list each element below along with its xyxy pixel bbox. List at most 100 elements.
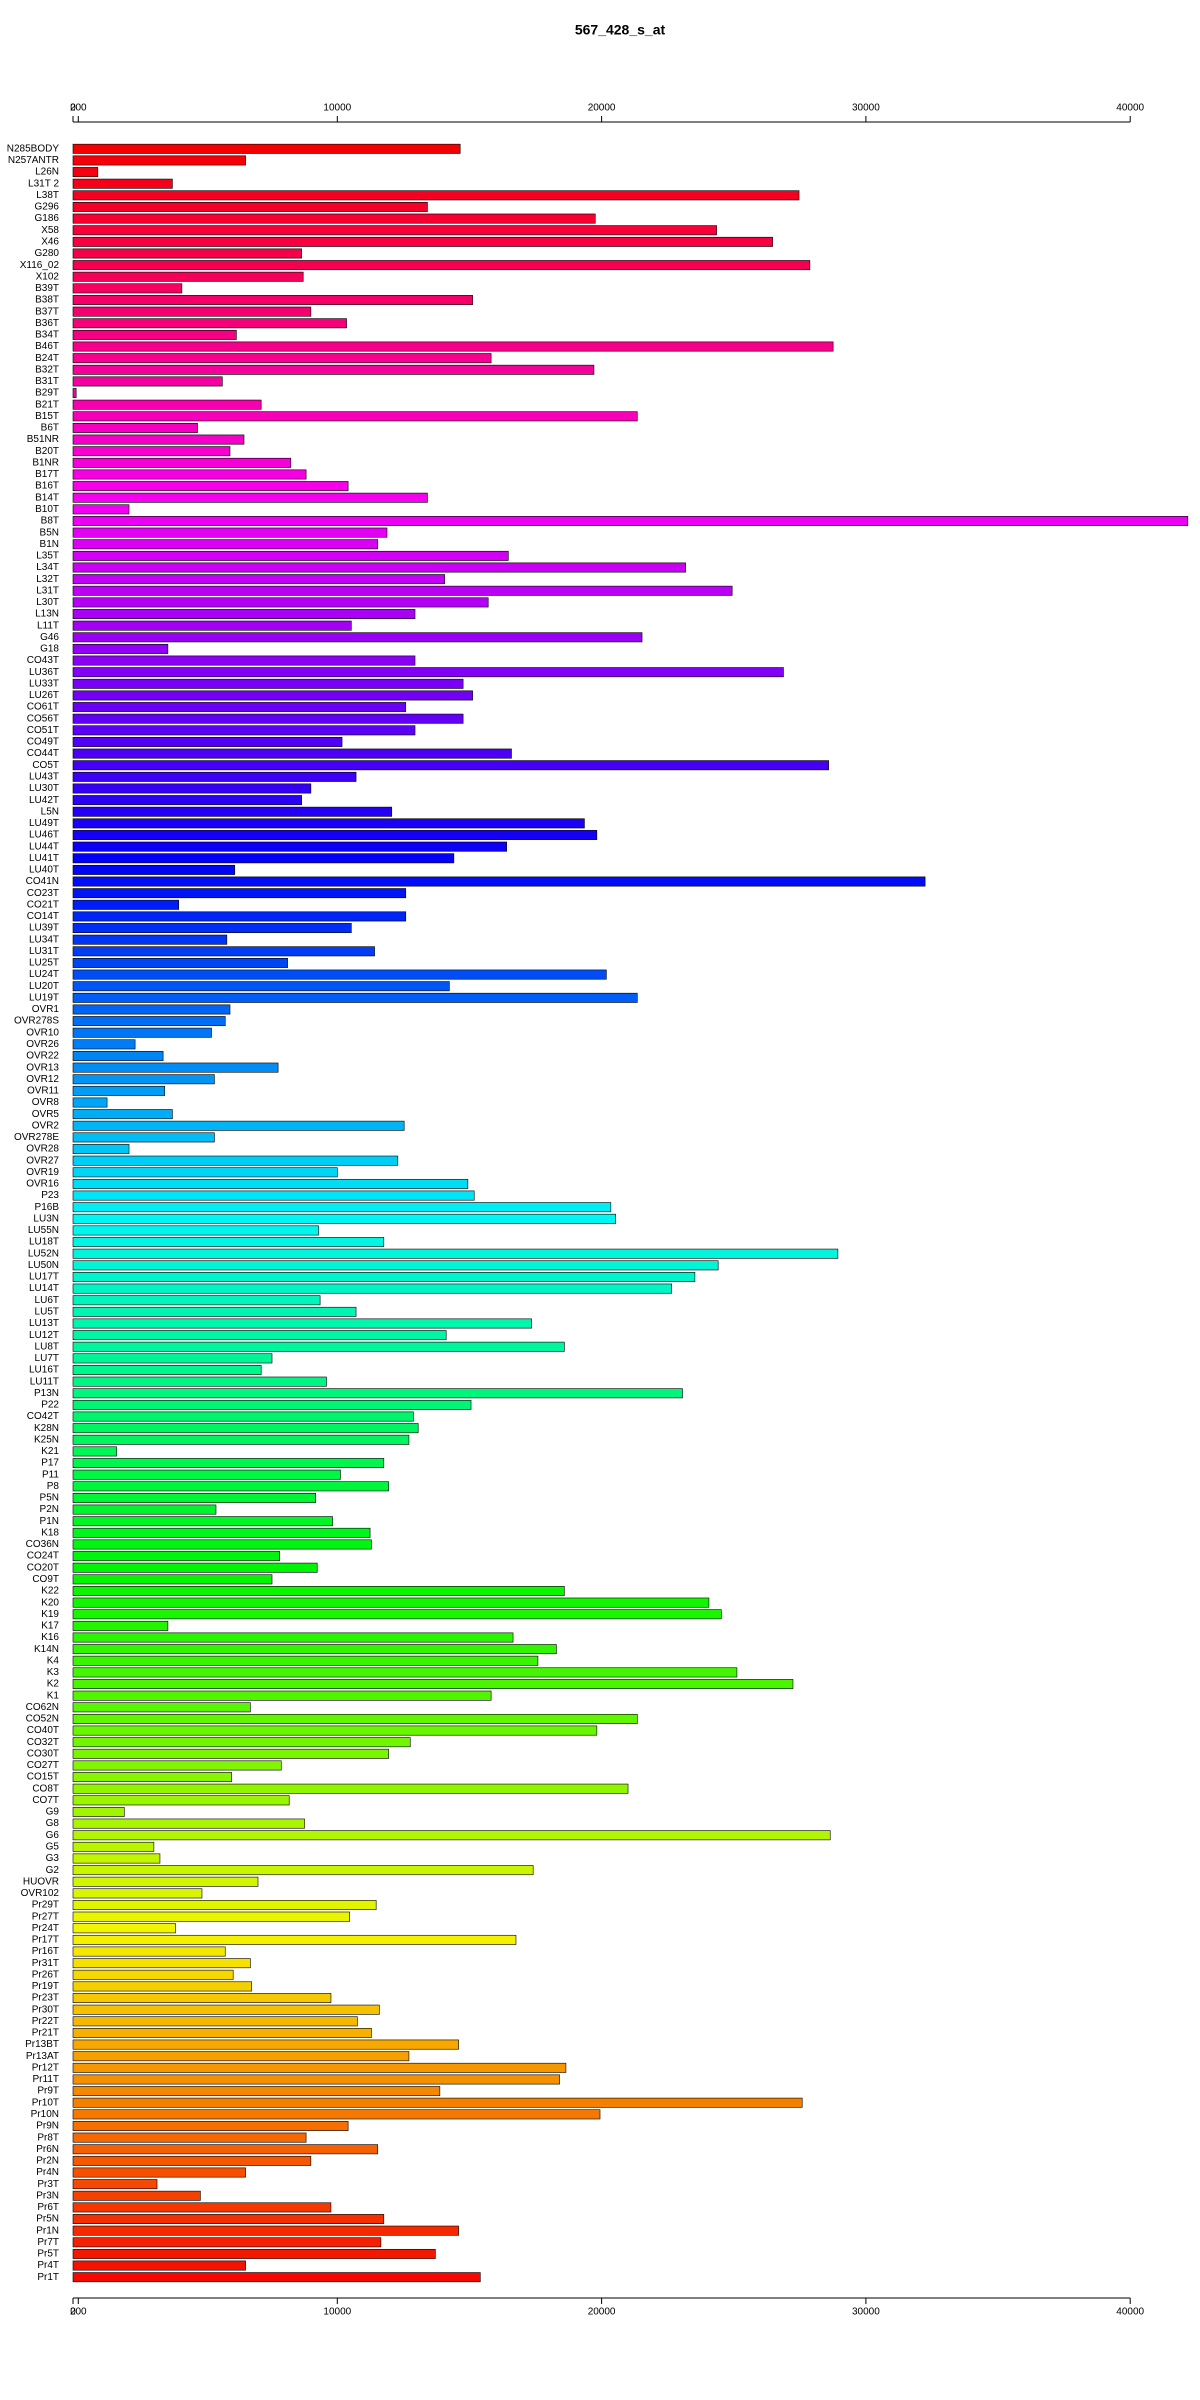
y-tick-label: G280 bbox=[35, 248, 60, 259]
y-tick-label: G5 bbox=[46, 1841, 60, 1852]
y-tick-label: X116_02 bbox=[20, 260, 60, 271]
bar bbox=[72, 2039, 459, 2050]
y-tick-label: B5N bbox=[40, 527, 59, 538]
y-tick-label: G2 bbox=[46, 1865, 60, 1876]
y-tick-label: Pr1T bbox=[37, 2272, 59, 2283]
bar bbox=[72, 492, 428, 503]
y-tick-label: CO32T bbox=[27, 1737, 59, 1748]
y-tick-label: LU42T bbox=[29, 795, 59, 806]
bar bbox=[72, 1830, 831, 1841]
y-tick-label: L11T bbox=[37, 620, 59, 631]
bar bbox=[72, 678, 464, 689]
bar bbox=[72, 609, 416, 619]
bar bbox=[72, 1469, 341, 1480]
y-tick-label: Pr12T bbox=[32, 2062, 59, 2073]
bar bbox=[72, 2167, 246, 2178]
y-tick-label: LU25T bbox=[29, 958, 59, 969]
bar bbox=[72, 1516, 333, 1527]
bar bbox=[72, 1504, 217, 1515]
bar bbox=[72, 1411, 414, 1422]
bar bbox=[72, 2086, 441, 2097]
bar bbox=[72, 213, 596, 224]
bar bbox=[72, 353, 492, 364]
y-tick-label: Pr22T bbox=[32, 2016, 59, 2027]
bar bbox=[72, 388, 77, 399]
y-tick-label: B17T bbox=[35, 469, 59, 480]
bar bbox=[72, 1399, 472, 1410]
bar bbox=[72, 2016, 358, 2027]
y-tick-label: L34T bbox=[36, 562, 59, 573]
y-tick-label: CO56T bbox=[27, 713, 59, 724]
y-tick-label: CO42T bbox=[27, 1411, 59, 1422]
y-tick-label: B16T bbox=[35, 481, 59, 492]
y-tick-label: B34T bbox=[35, 330, 59, 341]
y-tick-label: B38T bbox=[35, 295, 59, 306]
y-tick-label: Pr23T bbox=[32, 1993, 59, 2004]
bar bbox=[72, 1690, 492, 1701]
bar bbox=[72, 1306, 357, 1317]
y-tick-label: P16B bbox=[35, 1202, 60, 1213]
y-tick-label: LU11T bbox=[30, 1376, 59, 1387]
bar bbox=[72, 202, 428, 212]
bar bbox=[72, 1958, 251, 1969]
y-tick-label: Pr21T bbox=[32, 2028, 59, 2039]
y-tick-label: LU44T bbox=[29, 841, 59, 852]
bar bbox=[72, 1795, 290, 1806]
y-tick-label: K19 bbox=[41, 1609, 59, 1620]
bar bbox=[72, 2121, 349, 2131]
bar bbox=[72, 2109, 601, 2120]
y-tick-label: K16 bbox=[41, 1632, 59, 1643]
bar bbox=[72, 1667, 738, 1678]
y-tick-label: Pr26T bbox=[32, 1969, 59, 1980]
y-tick-label: LU26T bbox=[29, 690, 59, 701]
bar bbox=[72, 667, 784, 678]
bar bbox=[72, 190, 800, 201]
bar bbox=[72, 1353, 273, 1364]
bar bbox=[72, 1597, 710, 1608]
x-tick-label: 40000 bbox=[1116, 2307, 1144, 2318]
bar bbox=[72, 1097, 108, 1108]
y-tick-label: CO49T bbox=[27, 737, 59, 748]
y-tick-label: L5N bbox=[41, 806, 59, 817]
y-tick-label: B20T bbox=[35, 446, 59, 457]
bar bbox=[72, 1051, 164, 1061]
y-tick-label: Pr13BT bbox=[25, 2039, 59, 2050]
bar bbox=[72, 1876, 259, 1887]
y-tick-label: CO36N bbox=[26, 1539, 59, 1550]
y-tick-label: B29T bbox=[35, 388, 59, 399]
bar bbox=[72, 1341, 565, 1352]
bar bbox=[72, 260, 811, 271]
bar bbox=[72, 2179, 158, 2190]
y-tick-label: G9 bbox=[46, 1807, 60, 1818]
y-tick-label: B14T bbox=[35, 492, 59, 503]
bar bbox=[72, 1492, 316, 1503]
y-tick-label: B10T bbox=[35, 504, 59, 515]
bar bbox=[72, 1283, 672, 1294]
bar bbox=[72, 1865, 534, 1876]
bar bbox=[72, 1609, 722, 1620]
bar bbox=[72, 1237, 385, 1248]
y-tick-label: OVR278E bbox=[14, 1132, 59, 1143]
y-tick-label: P13N bbox=[34, 1388, 59, 1399]
y-tick-label: OVR27 bbox=[26, 1155, 59, 1166]
y-tick-label: LU14T bbox=[29, 1283, 59, 1294]
y-tick-label: CO15T bbox=[27, 1772, 59, 1783]
y-tick-label: LU43T bbox=[29, 771, 59, 782]
bar bbox=[72, 1818, 305, 1829]
bar bbox=[72, 853, 455, 864]
y-tick-label: OVR8 bbox=[32, 1097, 60, 1108]
y-tick-label: CO23T bbox=[27, 888, 59, 899]
y-tick-label: Pr6T bbox=[37, 2202, 59, 2213]
y-tick-label: Pr16T bbox=[32, 1946, 59, 1957]
bar bbox=[72, 1481, 389, 1492]
y-tick-label: B8T bbox=[41, 516, 59, 527]
bar bbox=[72, 1365, 262, 1375]
bar bbox=[72, 1981, 252, 1992]
bar bbox=[72, 1632, 514, 1643]
y-tick-label: LU8T bbox=[35, 1341, 59, 1352]
y-tick-label: G296 bbox=[35, 202, 60, 213]
y-tick-label: CO44T bbox=[27, 748, 59, 759]
bar bbox=[72, 1074, 215, 1085]
bar bbox=[72, 1586, 565, 1596]
